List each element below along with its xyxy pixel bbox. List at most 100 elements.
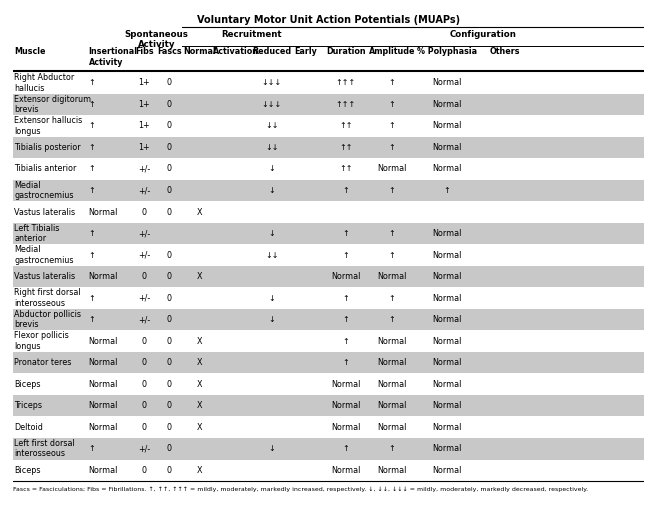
Bar: [13, 180, 644, 201]
Text: Normal: Normal: [432, 100, 461, 109]
Text: ↓↓↓: ↓↓↓: [262, 79, 282, 87]
Bar: [13, 438, 644, 459]
Text: Normal: Normal: [432, 315, 461, 324]
Text: ↑: ↑: [389, 229, 395, 238]
Text: Normal: Normal: [377, 337, 407, 346]
Text: 0: 0: [167, 466, 172, 475]
Text: Left Tibialis
anterior: Left Tibialis anterior: [14, 224, 60, 243]
Text: Normal: Normal: [377, 272, 407, 281]
Text: Others: Others: [489, 47, 520, 56]
Text: ↑: ↑: [343, 229, 349, 238]
Text: 0: 0: [167, 358, 172, 367]
Text: X: X: [196, 401, 202, 410]
Text: X: X: [196, 423, 202, 432]
Text: ↓: ↓: [268, 229, 275, 238]
Text: X: X: [196, 358, 202, 367]
Text: Normal: Normal: [432, 337, 461, 346]
Text: Normal: Normal: [183, 47, 216, 56]
Text: 0: 0: [142, 207, 147, 216]
Text: Normal: Normal: [332, 272, 361, 281]
Text: Left first dorsal
interosseous: Left first dorsal interosseous: [14, 439, 75, 458]
Text: Normal: Normal: [88, 272, 118, 281]
Text: ↑: ↑: [88, 100, 96, 109]
Text: +/-: +/-: [138, 315, 150, 324]
Text: ↑: ↑: [88, 164, 96, 173]
Text: Configuration: Configuration: [449, 30, 516, 39]
Text: Normal: Normal: [432, 444, 461, 453]
Text: Right Abductor
hallucis: Right Abductor hallucis: [14, 73, 75, 93]
Text: ↑: ↑: [389, 315, 395, 324]
Bar: [13, 223, 644, 244]
Text: ↑: ↑: [389, 79, 395, 87]
Text: ↑: ↑: [389, 294, 395, 303]
Text: Reduced: Reduced: [252, 47, 291, 56]
Text: ↑: ↑: [443, 186, 450, 195]
Text: 0: 0: [167, 401, 172, 410]
Text: +/-: +/-: [138, 186, 150, 195]
Text: Amplitude: Amplitude: [369, 47, 415, 56]
Text: Extensor digitorum
brevis: Extensor digitorum brevis: [14, 95, 92, 114]
Text: 0: 0: [142, 466, 147, 475]
Text: ↓↓↓: ↓↓↓: [262, 100, 282, 109]
Text: Vastus lateralis: Vastus lateralis: [14, 272, 75, 281]
Text: 0: 0: [167, 315, 172, 324]
Text: 0: 0: [167, 272, 172, 281]
Text: Normal: Normal: [88, 401, 118, 410]
Text: Triceps: Triceps: [14, 401, 42, 410]
Text: 0: 0: [142, 272, 147, 281]
Text: Normal: Normal: [432, 294, 461, 303]
Text: Normal: Normal: [432, 358, 461, 367]
Text: ↑: ↑: [343, 294, 349, 303]
Text: ↑: ↑: [389, 100, 395, 109]
Text: +/-: +/-: [138, 164, 150, 173]
Text: 0: 0: [142, 423, 147, 432]
Text: ↑: ↑: [88, 229, 96, 238]
Text: Normal: Normal: [88, 423, 118, 432]
Text: ↑: ↑: [88, 250, 96, 260]
Text: ↓: ↓: [268, 444, 275, 453]
Text: Normal: Normal: [377, 380, 407, 389]
Text: ↑: ↑: [88, 143, 96, 152]
Bar: [13, 352, 644, 374]
Text: ↑↑: ↑↑: [339, 143, 353, 152]
Text: 0: 0: [167, 100, 172, 109]
Text: 0: 0: [142, 380, 147, 389]
Text: Biceps: Biceps: [14, 380, 41, 389]
Text: % Polyphasia: % Polyphasia: [417, 47, 477, 56]
Text: Pronator teres: Pronator teres: [14, 358, 72, 367]
Text: Biceps: Biceps: [14, 466, 41, 475]
Text: ↓: ↓: [268, 315, 275, 324]
Text: Insertional
Activity: Insertional Activity: [88, 47, 138, 67]
Text: ↑: ↑: [343, 186, 349, 195]
Text: ↑: ↑: [343, 444, 349, 453]
Text: ↑: ↑: [88, 122, 96, 130]
Text: Normal: Normal: [432, 250, 461, 260]
Bar: [13, 395, 644, 416]
Text: Fibs: Fibs: [135, 47, 153, 56]
Text: Right first dorsal
interosseous: Right first dorsal interosseous: [14, 288, 81, 308]
Text: Normal: Normal: [432, 272, 461, 281]
Text: ↑: ↑: [343, 337, 349, 346]
Text: X: X: [196, 272, 202, 281]
Text: Fascs = Fasciculations; Fibs = Fibrillations. ↑, ↑↑, ↑↑↑ = mildly, moderately, m: Fascs = Fasciculations; Fibs = Fibrillat…: [13, 487, 588, 492]
Text: 0: 0: [142, 337, 147, 346]
Text: ↓↓: ↓↓: [265, 122, 279, 130]
Text: Normal: Normal: [432, 143, 461, 152]
Text: Normal: Normal: [377, 466, 407, 475]
Text: 0: 0: [142, 401, 147, 410]
Text: ↑: ↑: [88, 315, 96, 324]
Text: +/-: +/-: [138, 250, 150, 260]
Text: ↑↑: ↑↑: [339, 164, 353, 173]
Text: ↑: ↑: [88, 186, 96, 195]
Text: Normal: Normal: [88, 207, 118, 216]
Text: ↓: ↓: [268, 164, 275, 173]
Text: Early: Early: [294, 47, 317, 56]
Text: Medial
gastrocnemius: Medial gastrocnemius: [14, 181, 73, 200]
Text: Extensor hallucis
longus: Extensor hallucis longus: [14, 116, 83, 136]
Text: ↑↑↑: ↑↑↑: [336, 79, 356, 87]
Text: 1+: 1+: [138, 100, 150, 109]
Text: Normal: Normal: [377, 401, 407, 410]
Text: ↓↓: ↓↓: [265, 250, 279, 260]
Text: ↑: ↑: [389, 143, 395, 152]
Bar: [13, 137, 644, 158]
